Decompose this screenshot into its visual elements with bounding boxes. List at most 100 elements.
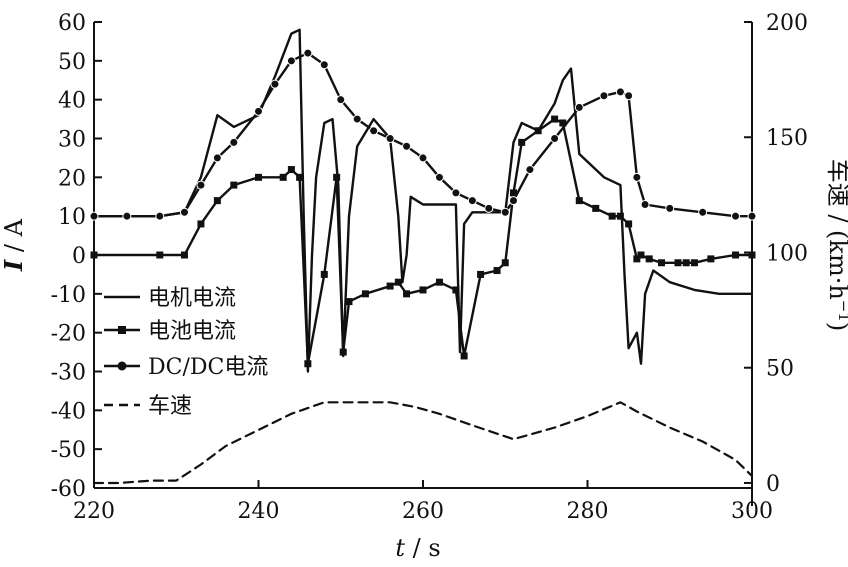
- dcdc-current-marker: [451, 188, 461, 198]
- left-tick-label: -10: [51, 283, 86, 308]
- left-tick-label: -40: [51, 399, 86, 424]
- battery-current-line: [92, 117, 754, 365]
- battery-current-marker: [320, 270, 328, 278]
- left-tick-label: -30: [51, 361, 86, 386]
- dcdc-current-marker: [500, 207, 510, 217]
- x-tick-label: 240: [238, 499, 280, 524]
- dcdc-current-marker: [525, 165, 535, 175]
- dcdc-current-line: [92, 51, 754, 218]
- left-tick-label: 10: [58, 205, 86, 230]
- dcdc-current-marker: [615, 87, 625, 97]
- plot-frame: [93, 22, 753, 506]
- battery-current-marker: [304, 360, 312, 368]
- dcdc-current-marker: [196, 180, 206, 190]
- right-tick-label: 200: [766, 11, 808, 36]
- left-tick-label: 40: [58, 89, 86, 114]
- battery-current-marker: [345, 298, 353, 306]
- battery-current-marker: [575, 197, 583, 205]
- left-axis-title: I / A: [0, 218, 28, 272]
- battery-current-marker: [509, 189, 517, 197]
- battery-current-marker: [419, 286, 427, 294]
- battery-current-marker: [658, 259, 666, 267]
- vehicle-speed-series: [92, 401, 754, 485]
- battery-current-marker: [637, 251, 645, 259]
- battery-current-marker: [394, 278, 402, 286]
- dcdc-current-marker: [286, 56, 296, 66]
- dcdc-current-marker: [385, 134, 395, 143]
- battery-current-marker: [460, 352, 468, 360]
- battery-current-marker: [156, 251, 164, 259]
- dcdc-current-marker: [731, 211, 741, 221]
- vehicle-speed-line: [92, 401, 754, 485]
- battery-current-marker: [493, 267, 501, 275]
- battery-current-marker: [279, 173, 287, 181]
- left-tick-label: -60: [51, 477, 86, 502]
- dcdc-current-marker: [665, 203, 675, 213]
- battery-current-series: [90, 115, 756, 368]
- x-tick-label: 300: [731, 499, 773, 524]
- dcdc-current-marker: [369, 126, 379, 136]
- battery-current-marker: [180, 251, 188, 259]
- motor-current-series: [92, 28, 754, 373]
- dcdc-current-marker: [698, 207, 708, 217]
- dcdc-current-marker: [336, 95, 346, 105]
- x-tick-label: 280: [567, 499, 609, 524]
- right-tick-label: 50: [766, 357, 794, 382]
- left-tick-label: 0: [72, 244, 86, 269]
- legend-label: DC/DC电流: [148, 355, 268, 380]
- dcdc-current-marker: [508, 196, 518, 206]
- battery-current-marker: [213, 197, 221, 205]
- dcdc-current-marker: [550, 134, 560, 143]
- dcdc-current-marker: [467, 196, 477, 206]
- battery-current-marker: [333, 173, 341, 181]
- battery-current-marker: [608, 212, 616, 220]
- battery-current-marker: [339, 348, 347, 356]
- battery-current-marker: [682, 259, 690, 267]
- battery-current-marker: [690, 259, 698, 267]
- battery-current-marker: [707, 255, 715, 263]
- dcdc-current-marker: [254, 106, 263, 116]
- battery-current-marker: [625, 220, 633, 228]
- legend-square-marker: [118, 326, 126, 334]
- battery-current-marker: [255, 173, 262, 181]
- right-tick-label: 100: [766, 241, 808, 266]
- motor-current-line: [92, 28, 754, 373]
- dcdc-current-marker: [640, 200, 650, 210]
- left-tick-label: -20: [51, 322, 86, 347]
- dcdc-current-series: [89, 48, 757, 221]
- battery-current-marker: [518, 138, 526, 146]
- battery-current-marker: [477, 270, 485, 278]
- battery-current-marker: [296, 173, 304, 181]
- dcdc-current-marker: [270, 79, 280, 89]
- battery-current-marker: [403, 290, 411, 298]
- dcdc-current-marker: [212, 153, 222, 163]
- dcdc-current-marker: [155, 211, 165, 221]
- battery-current-marker: [534, 127, 542, 135]
- dcdc-current-marker: [484, 203, 494, 213]
- dcdc-current-marker: [747, 211, 757, 221]
- dcdc-current-marker: [89, 211, 99, 221]
- battery-current-marker: [90, 251, 98, 259]
- battery-current-marker: [592, 204, 600, 212]
- legend-item-vehicle-speed: 车速: [104, 394, 192, 419]
- left-tick-label: -50: [51, 438, 86, 463]
- legend-item-motor-current: 电机电流: [104, 286, 236, 311]
- battery-current-marker: [197, 220, 205, 228]
- dcdc-current-marker: [418, 153, 428, 163]
- dcdc-current-marker: [179, 207, 189, 217]
- legend-item-dcdc-current: DC/DC电流: [104, 355, 268, 380]
- right-axis-title: 车速 / (km·h−1): [824, 159, 848, 332]
- right-tick-label: 0: [766, 472, 780, 497]
- battery-current-marker: [551, 115, 559, 123]
- x-axis-ticks: 220 240 260 280 300: [73, 480, 773, 524]
- left-tick-label: 60: [58, 11, 86, 36]
- battery-current-marker: [674, 259, 682, 267]
- left-axis-ticks: 60 50 40 30 20 10 0 -10 -20 -30 -40 -50 -60: [51, 11, 102, 502]
- dcdc-current-marker: [319, 60, 329, 70]
- battery-current-marker: [645, 255, 653, 263]
- dcdc-current-marker: [122, 211, 132, 221]
- dcdc-current-marker: [352, 114, 362, 124]
- left-tick-label: 50: [58, 50, 86, 75]
